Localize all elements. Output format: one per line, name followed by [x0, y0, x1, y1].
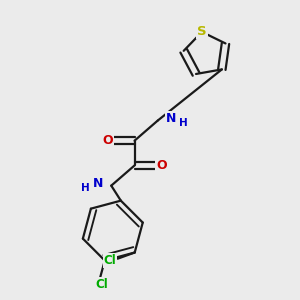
- Text: O: O: [102, 134, 112, 147]
- Text: H: H: [179, 118, 188, 128]
- Text: Cl: Cl: [95, 278, 108, 291]
- Text: N: N: [93, 177, 104, 190]
- Text: S: S: [197, 26, 207, 38]
- Text: O: O: [157, 159, 167, 172]
- Text: Cl: Cl: [103, 254, 116, 267]
- Text: H: H: [82, 183, 90, 193]
- Text: N: N: [166, 112, 176, 124]
